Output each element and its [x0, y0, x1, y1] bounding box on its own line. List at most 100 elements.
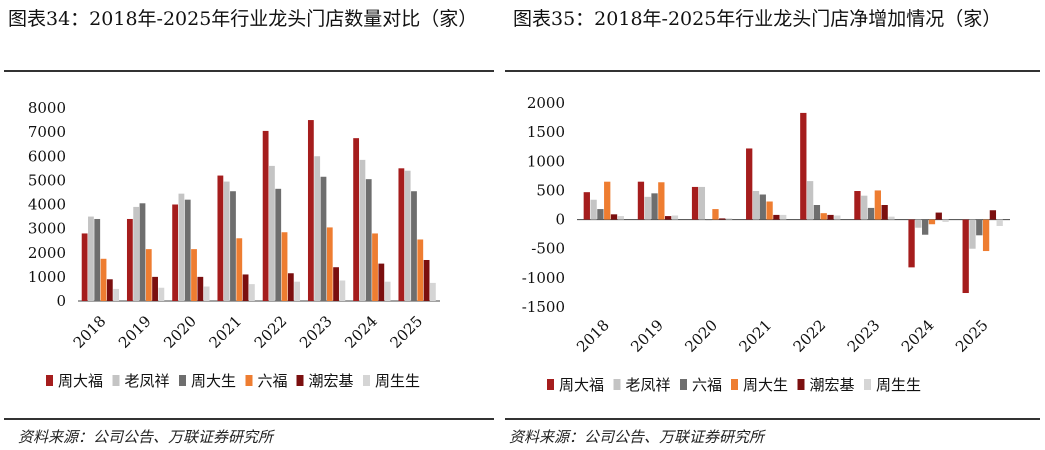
bar — [203, 286, 210, 301]
legend-label: 六福 — [692, 376, 722, 394]
legend-label: 周生生 — [375, 372, 420, 390]
x-tick-label: 2020 — [681, 316, 721, 356]
bar — [915, 219, 922, 228]
bar — [644, 196, 651, 220]
bar — [976, 219, 983, 236]
bar — [780, 214, 787, 220]
bar — [962, 219, 969, 294]
bar — [275, 188, 282, 301]
bar — [671, 215, 679, 220]
bar — [725, 218, 733, 220]
x-tick-label: 2022 — [251, 312, 291, 352]
bottom-divider-right — [505, 418, 1040, 420]
y-tick-label: 4000 — [28, 196, 66, 214]
bottom-divider-left — [4, 418, 494, 420]
x-tick-label: 2019 — [627, 316, 667, 356]
bar — [664, 216, 672, 220]
bar — [269, 165, 275, 301]
x-tick-label: 2020 — [160, 312, 200, 352]
bar — [353, 138, 360, 301]
legend-swatch — [179, 375, 186, 386]
bar — [691, 186, 699, 220]
bar — [106, 279, 113, 301]
y-tick-label: -500 — [531, 240, 565, 258]
bar — [158, 287, 165, 301]
source-note-left: 资料来源：公司公告、万联证券研究所 — [18, 428, 274, 446]
bar — [378, 263, 385, 301]
legend-label: 周大生 — [191, 372, 236, 390]
legend-swatch — [296, 375, 304, 386]
chart-title-left: 图表34：2018年-2025年行业龙头门店数量对比（家） — [8, 8, 478, 30]
bar — [81, 233, 88, 301]
y-tick-label: -1000 — [522, 269, 565, 287]
bar — [145, 249, 152, 301]
x-tick-label: 2025 — [386, 312, 426, 352]
x-tick-label: 2021 — [736, 316, 776, 356]
bar — [262, 130, 269, 301]
legend-swatch — [797, 379, 805, 390]
bar — [133, 206, 140, 301]
bar — [854, 191, 861, 220]
x-tick-label: 2024 — [898, 316, 938, 356]
bar — [152, 276, 158, 301]
legend-label: 潮宏基 — [309, 372, 354, 390]
y-tick-label: 8000 — [28, 99, 66, 117]
bar — [908, 219, 915, 268]
bar — [867, 207, 875, 220]
bar — [800, 112, 807, 220]
bar — [236, 238, 243, 301]
legend-swatch — [731, 379, 738, 390]
bar — [590, 199, 597, 220]
x-tick-label: 2021 — [205, 312, 245, 352]
bar — [281, 232, 288, 301]
bar — [139, 203, 146, 301]
bar — [935, 212, 942, 220]
bar — [359, 159, 366, 301]
legend-swatch — [680, 379, 687, 390]
y-tick-label: 1500 — [527, 123, 565, 141]
bar — [604, 181, 611, 220]
bar — [712, 209, 719, 220]
legend-label: 老凤祥 — [125, 372, 170, 390]
bar — [928, 219, 936, 225]
bar — [752, 191, 760, 220]
y-tick-label: 500 — [536, 181, 565, 199]
x-tick-label: 2023 — [296, 312, 336, 352]
bar — [339, 280, 346, 301]
y-tick-label: 6000 — [28, 147, 66, 165]
bar — [100, 258, 107, 301]
y-tick-label: 1000 — [527, 152, 565, 170]
bar — [191, 249, 197, 301]
bar — [398, 168, 405, 301]
bar — [423, 259, 430, 301]
bar — [94, 218, 101, 301]
bar — [637, 181, 645, 220]
bar — [384, 281, 391, 301]
legend-label: 老凤祥 — [626, 376, 671, 394]
bar — [230, 191, 236, 301]
source-note-right: 资料来源：公司公告、万联证券研究所 — [509, 428, 765, 446]
bar — [242, 274, 249, 301]
x-tick-label: 2019 — [115, 312, 155, 352]
bar — [294, 281, 301, 301]
bar — [404, 170, 411, 301]
bar — [658, 182, 665, 220]
bar — [746, 148, 753, 220]
bar-chart-store-count: 0 1000 2000 3000 4000 5000 6000 7000 8000 2018 201… — [28, 99, 440, 390]
bar — [969, 219, 976, 249]
bar — [178, 193, 185, 301]
bar — [759, 194, 766, 220]
bar — [982, 219, 990, 252]
y-tick-label: 3000 — [28, 220, 66, 238]
x-tick-label: 2024 — [341, 312, 381, 352]
bar — [223, 181, 230, 301]
bar — [184, 199, 191, 301]
bar — [996, 219, 1003, 226]
chart-panel-right: 图表35：2018年-2025年行业龙头门店净增加情况（家） -1500 -100… — [505, 0, 1045, 450]
bar — [942, 219, 949, 222]
bar — [372, 233, 378, 301]
bar — [705, 219, 712, 221]
bar — [126, 218, 133, 301]
bar — [617, 216, 624, 220]
bar — [113, 288, 120, 301]
